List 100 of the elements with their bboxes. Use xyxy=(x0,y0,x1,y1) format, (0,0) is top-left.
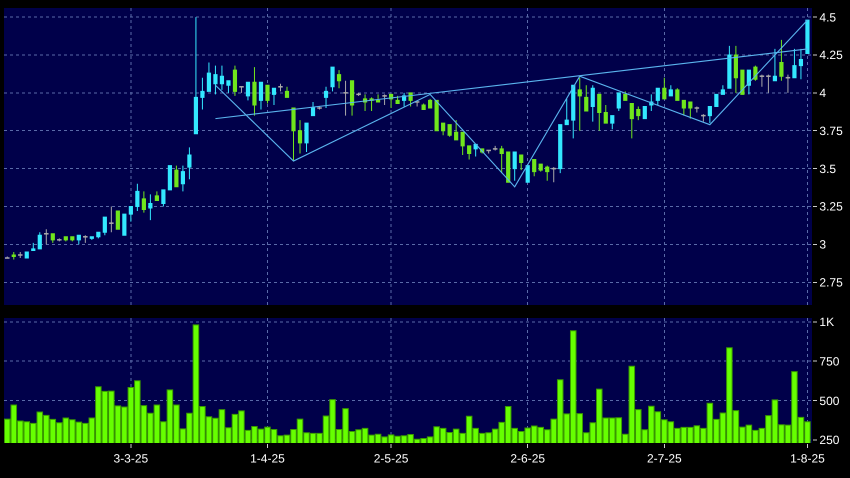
candlestick xyxy=(38,232,42,250)
candlestick xyxy=(642,106,647,120)
candlestick xyxy=(376,94,380,102)
candlestick xyxy=(662,77,666,100)
candlestick xyxy=(448,124,452,138)
candlestick xyxy=(454,120,458,140)
candlestick xyxy=(792,48,797,78)
candlestick xyxy=(232,65,238,96)
candlestick xyxy=(708,106,712,124)
x-tick-label: 2-7-25 xyxy=(646,451,682,466)
candlestick xyxy=(460,132,465,156)
candlestick xyxy=(12,251,16,260)
y-tick-label: 3 xyxy=(819,238,826,252)
y-tick-label: 4 xyxy=(819,86,826,100)
candlestick xyxy=(154,190,159,201)
y-tick-label: 3.25 xyxy=(819,200,844,214)
candlestick xyxy=(76,234,81,245)
candlestick xyxy=(284,86,290,98)
candlestick xyxy=(310,101,316,116)
candlestick xyxy=(428,98,432,109)
candlestick xyxy=(206,62,212,92)
candlestick xyxy=(545,165,550,182)
candlestick xyxy=(805,20,810,54)
candlestick xyxy=(396,95,400,104)
candlestick xyxy=(474,144,478,157)
candlestick xyxy=(168,165,172,190)
candlestick xyxy=(610,115,614,130)
candlestick xyxy=(675,88,680,101)
x-tick-label: 2-6-25 xyxy=(510,451,546,466)
candlestick xyxy=(616,92,621,112)
candlestick xyxy=(519,154,524,171)
x-tick-label: 2-5-25 xyxy=(374,451,409,466)
candlestick xyxy=(798,48,804,80)
candlestick xyxy=(102,216,107,236)
candlestick xyxy=(532,159,536,177)
candlestick xyxy=(727,45,732,89)
candlestick xyxy=(564,98,569,126)
candlestick xyxy=(604,104,608,124)
candlestick xyxy=(116,210,120,230)
candlestick xyxy=(467,145,472,160)
y-tick-label: 1K xyxy=(819,315,834,330)
candlestick xyxy=(538,164,543,172)
candlestick xyxy=(90,236,94,240)
candlestick xyxy=(122,214,126,236)
candlestick xyxy=(597,94,602,132)
candlestick xyxy=(246,82,250,101)
candlestick xyxy=(571,84,576,139)
candlestick xyxy=(350,80,354,116)
candlestick xyxy=(590,84,595,122)
candlestick xyxy=(180,165,185,192)
candlestick xyxy=(422,102,426,110)
candlestick xyxy=(265,84,270,104)
candlestick xyxy=(630,102,634,139)
candlestick xyxy=(668,84,673,96)
y-tick-label: 3.5 xyxy=(819,162,836,176)
x-tick-label: 1-4-25 xyxy=(250,451,286,466)
candlestick xyxy=(220,65,224,90)
y-tick-label: 4.25 xyxy=(819,48,844,62)
candlestick xyxy=(272,88,276,106)
candlestick xyxy=(148,194,152,221)
candlestick xyxy=(779,39,784,82)
candlestick xyxy=(96,232,100,239)
candlestick xyxy=(746,70,751,95)
candlestick xyxy=(50,233,55,244)
y-tick-label: 2.75 xyxy=(819,275,844,290)
candlestick xyxy=(258,82,264,110)
candlestick xyxy=(714,94,718,107)
candlestick xyxy=(623,90,628,101)
candlestick xyxy=(558,124,562,174)
candlestick xyxy=(161,189,166,208)
candlestick xyxy=(506,151,510,183)
candlestick xyxy=(772,48,778,82)
candlestick xyxy=(324,86,328,109)
candlestick xyxy=(512,151,517,182)
y-tick-label: 750 xyxy=(819,354,840,368)
candlestick xyxy=(200,77,205,110)
x-tick-label: 1-8-25 xyxy=(790,451,826,466)
candlestick xyxy=(70,236,74,242)
candlestick xyxy=(656,88,660,106)
candlestick xyxy=(135,183,140,212)
y-tick-label: 3.75 xyxy=(819,124,844,138)
y-tick-label: 250 xyxy=(819,433,840,448)
candlestick xyxy=(720,84,725,95)
candlestick xyxy=(336,70,342,89)
x-tick-label: 3-3-25 xyxy=(114,451,149,466)
y-tick-label: 4.5 xyxy=(819,10,836,24)
candlestick xyxy=(682,100,686,116)
candlestick xyxy=(734,45,738,94)
candlestick xyxy=(128,206,133,222)
candlestick xyxy=(64,236,68,242)
candlestick xyxy=(213,65,218,95)
candlestick xyxy=(174,165,178,188)
candlestick xyxy=(194,16,198,134)
candlestick xyxy=(500,145,504,174)
line-series xyxy=(214,20,808,188)
candlestick xyxy=(330,66,335,92)
candlestick xyxy=(298,120,302,154)
candlestick xyxy=(441,122,446,136)
candlestick xyxy=(291,108,296,162)
candlestick xyxy=(226,80,231,94)
